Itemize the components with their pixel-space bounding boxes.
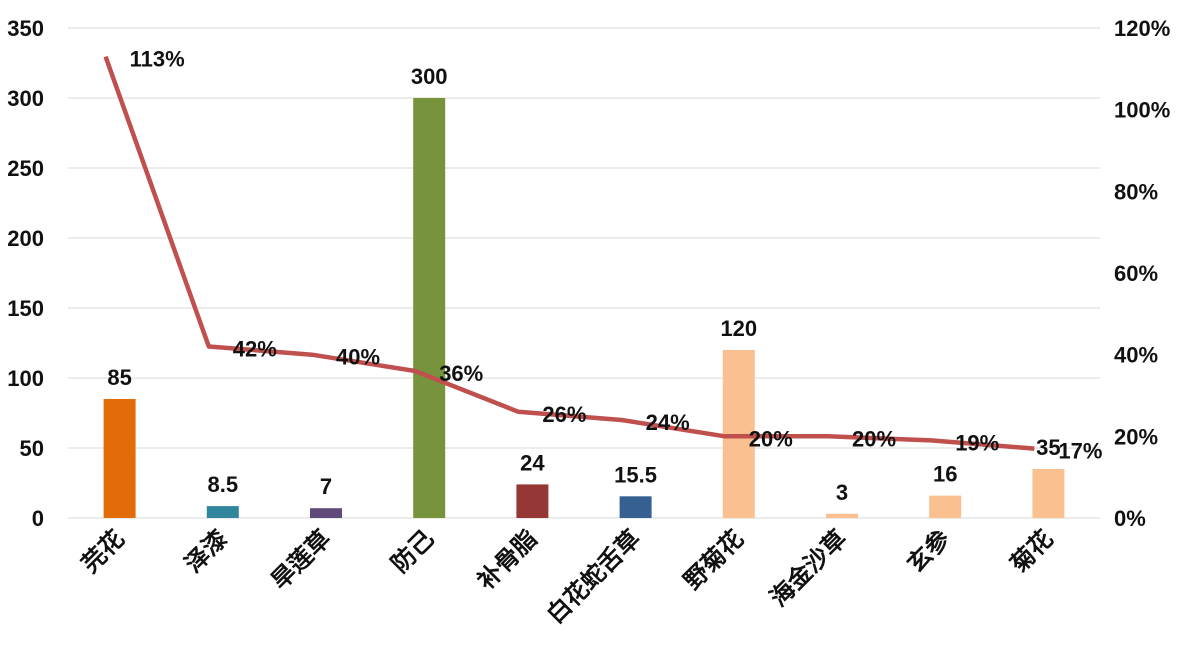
percentage-label: 19% [955, 430, 999, 455]
bar-value-label: 16 [933, 462, 957, 487]
left-tick-label: 100 [7, 366, 44, 391]
category-label: 海金沙草 [765, 524, 853, 612]
category-label: 玄参 [902, 524, 956, 578]
left-tick-label: 350 [7, 16, 44, 41]
category-label: 芫花 [76, 524, 130, 578]
percentage-label: 20% [852, 426, 896, 451]
bar-value-label: 15.5 [614, 462, 657, 487]
left-tick-label: 50 [20, 436, 44, 461]
percentage-label: 36% [439, 361, 483, 386]
category-label: 旱莲草 [266, 524, 337, 595]
bar-series [103, 98, 1065, 518]
bar-value-label: 24 [520, 450, 545, 475]
bar-value-label: 120 [720, 316, 757, 341]
bar [1032, 469, 1065, 518]
category-label: 菊花 [1005, 524, 1059, 578]
bar-value-label: 300 [411, 64, 448, 89]
left-tick-label: 300 [7, 86, 44, 111]
percentage-label: 20% [749, 426, 793, 451]
right-tick-label: 60% [1114, 261, 1158, 286]
right-tick-label: 0% [1114, 506, 1146, 531]
category-label: 补骨脂 [472, 524, 543, 595]
percentage-line-series [103, 55, 1035, 451]
bar [619, 496, 652, 518]
percentage-labels: 113% 42% 40% 36% 26% 24% 20% 20% 19% 17% [130, 47, 1103, 464]
left-y-axis: 0 50 100 150 200 250 300 350 [7, 16, 44, 531]
right-y-axis: 0% 20% 40% 60% 80% 100% 120% [1114, 16, 1170, 531]
percentage-label: 26% [542, 402, 586, 427]
left-tick-label: 200 [7, 226, 44, 251]
right-tick-label: 100% [1114, 98, 1170, 123]
bar [826, 513, 858, 518]
bar-value-label: 3 [836, 480, 848, 505]
bar [516, 484, 549, 518]
gridlines [68, 27, 1100, 519]
category-label: 防己 [386, 524, 440, 578]
left-tick-label: 250 [7, 156, 44, 181]
bar-value-label: 7 [320, 474, 332, 499]
bar-value-label: 85 [107, 365, 131, 390]
category-label: 泽漆 [179, 524, 233, 578]
percentage-label: 24% [646, 410, 690, 435]
right-tick-label: 80% [1114, 179, 1158, 204]
bar [413, 98, 446, 518]
category-label: 白花蛇舌草 [541, 524, 646, 629]
right-tick-label: 40% [1114, 343, 1158, 368]
bar-value-label: 35 [1036, 435, 1060, 460]
percentage-label: 40% [336, 345, 380, 370]
left-tick-label: 150 [7, 296, 44, 321]
right-tick-label: 20% [1114, 424, 1158, 449]
bar [103, 399, 136, 518]
bar [206, 506, 239, 518]
percentage-label: 113% [130, 47, 185, 72]
bar-value-label: 8.5 [208, 472, 239, 497]
percentage-line [103, 55, 1035, 451]
percentage-label: 42% [233, 337, 277, 362]
left-tick-label: 0 [32, 506, 44, 531]
category-label: 野菊花 [678, 524, 749, 595]
bar [929, 495, 962, 518]
bar [310, 508, 342, 518]
bar [722, 350, 755, 518]
right-tick-label: 120% [1114, 16, 1170, 41]
bar-value-labels: 85 8.5 7 300 24 15.5 120 3 16 35 [107, 64, 1060, 505]
percentage-label: 17% [1058, 439, 1102, 464]
